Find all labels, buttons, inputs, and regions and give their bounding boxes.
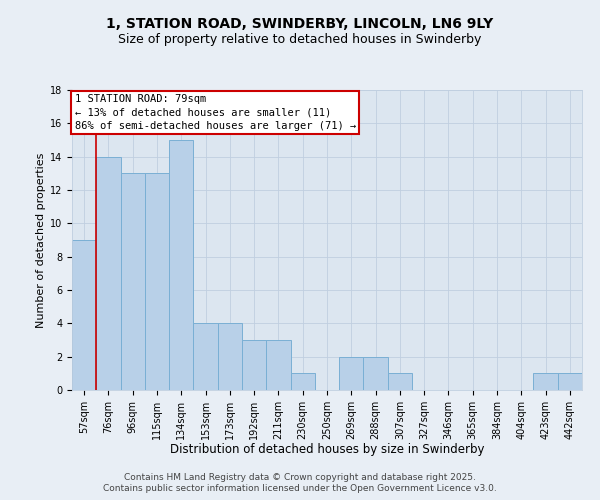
Text: Contains HM Land Registry data © Crown copyright and database right 2025.: Contains HM Land Registry data © Crown c… — [124, 472, 476, 482]
Y-axis label: Number of detached properties: Number of detached properties — [36, 152, 46, 328]
Text: 1 STATION ROAD: 79sqm
← 13% of detached houses are smaller (11)
86% of semi-deta: 1 STATION ROAD: 79sqm ← 13% of detached … — [74, 94, 356, 131]
Bar — [533, 374, 558, 390]
Bar — [121, 174, 145, 390]
Bar — [388, 374, 412, 390]
Bar — [218, 324, 242, 390]
Bar — [242, 340, 266, 390]
Text: Size of property relative to detached houses in Swinderby: Size of property relative to detached ho… — [118, 32, 482, 46]
Text: Contains public sector information licensed under the Open Government Licence v3: Contains public sector information licen… — [103, 484, 497, 493]
Bar — [290, 374, 315, 390]
Bar — [193, 324, 218, 390]
Bar — [339, 356, 364, 390]
X-axis label: Distribution of detached houses by size in Swinderby: Distribution of detached houses by size … — [170, 444, 484, 456]
Bar — [145, 174, 169, 390]
Bar — [72, 240, 96, 390]
Bar — [558, 374, 582, 390]
Bar — [266, 340, 290, 390]
Text: 1, STATION ROAD, SWINDERBY, LINCOLN, LN6 9LY: 1, STATION ROAD, SWINDERBY, LINCOLN, LN6… — [106, 18, 494, 32]
Bar — [364, 356, 388, 390]
Bar — [169, 140, 193, 390]
Bar — [96, 156, 121, 390]
